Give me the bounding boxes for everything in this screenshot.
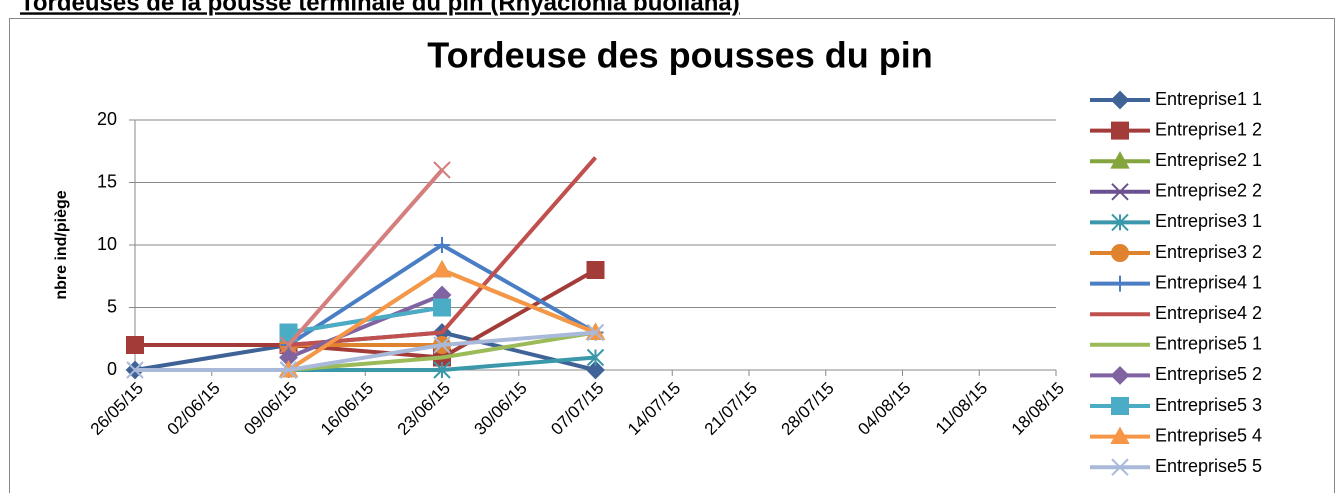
legend-marker (1111, 397, 1129, 415)
data-point (586, 360, 605, 380)
series-line (288, 330, 596, 372)
x-tick-label: 18/08/15 (1008, 379, 1068, 439)
data-point (432, 259, 452, 278)
legend-marker (1112, 275, 1128, 292)
legend-marker (1110, 365, 1130, 385)
data-point (433, 361, 451, 379)
x-tick-label: 16/06/15 (317, 379, 377, 439)
x-tick-label: 26/05/15 (87, 379, 147, 439)
chart-border (9, 18, 1335, 498)
data-point (586, 261, 605, 279)
data-point (433, 161, 451, 179)
y-tick-label: 5 (107, 296, 117, 316)
x-tick-label: 04/08/15 (854, 379, 914, 439)
legend-label: Entreprise2 2 (1155, 181, 1262, 201)
data-point (279, 336, 298, 354)
x-tick-label: 23/06/15 (394, 379, 454, 439)
x-tick-label: 02/06/15 (164, 379, 224, 439)
y-tick-label: 0 (107, 359, 117, 379)
data-point (126, 361, 144, 379)
legend-label: Entreprise2 1 (1155, 150, 1262, 170)
legend-label: Entreprise5 2 (1155, 364, 1262, 384)
x-tick-label: 28/07/15 (778, 379, 838, 439)
legend-marker (1111, 213, 1129, 232)
legend-marker (1110, 90, 1130, 110)
data-point (279, 323, 298, 342)
series-line (135, 330, 596, 372)
legend-label: Entreprise5 3 (1155, 395, 1262, 415)
legend-marker (1111, 244, 1129, 262)
legend-marker (1111, 183, 1129, 201)
x-tick-label: 30/06/15 (471, 379, 531, 439)
data-point (586, 348, 605, 367)
legend-marker (1110, 151, 1130, 169)
heading: Tordeuses de la pousse terminale du pin … (20, 0, 740, 16)
legend-label: Entreprise5 1 (1155, 334, 1262, 354)
series-line (286, 168, 444, 347)
legend-label: Entreprise4 2 (1155, 303, 1262, 323)
x-tick-label: 14/07/15 (624, 379, 684, 439)
x-tick-label: 09/06/15 (240, 379, 300, 439)
legend-label: Entreprise3 2 (1155, 242, 1262, 262)
chart-title: Tordeuse des pousses du pin (427, 35, 932, 76)
legend-marker (1111, 458, 1129, 476)
legend-label: Entreprise3 1 (1155, 211, 1262, 231)
data-point (433, 298, 451, 317)
legend-marker (1111, 121, 1129, 140)
legend-label: Entreprise5 5 (1155, 456, 1262, 476)
series-line (287, 293, 443, 360)
legend-label: Entreprise1 2 (1155, 119, 1262, 139)
y-tick-label: 10 (97, 234, 117, 254)
legend-label: Entreprise1 1 (1155, 89, 1262, 109)
x-tick-label: 21/07/15 (701, 379, 761, 439)
legend-label: Entreprise4 1 (1155, 272, 1262, 292)
y-tick-label: 20 (97, 109, 117, 129)
series-line (288, 156, 598, 347)
legend-marker (1110, 426, 1130, 444)
y-tick-label: 15 (97, 171, 117, 191)
series-line (135, 268, 597, 360)
y-axis-label: nbre ind/piège (53, 190, 70, 299)
data-point (279, 361, 298, 379)
legend-label: Entreprise5 4 (1155, 425, 1262, 445)
data-point (586, 323, 605, 342)
data-point (126, 336, 144, 354)
x-tick-label: 07/07/15 (547, 379, 607, 439)
data-point (433, 336, 451, 354)
x-tick-label: 11/08/15 (932, 379, 991, 438)
data-point (434, 237, 450, 253)
